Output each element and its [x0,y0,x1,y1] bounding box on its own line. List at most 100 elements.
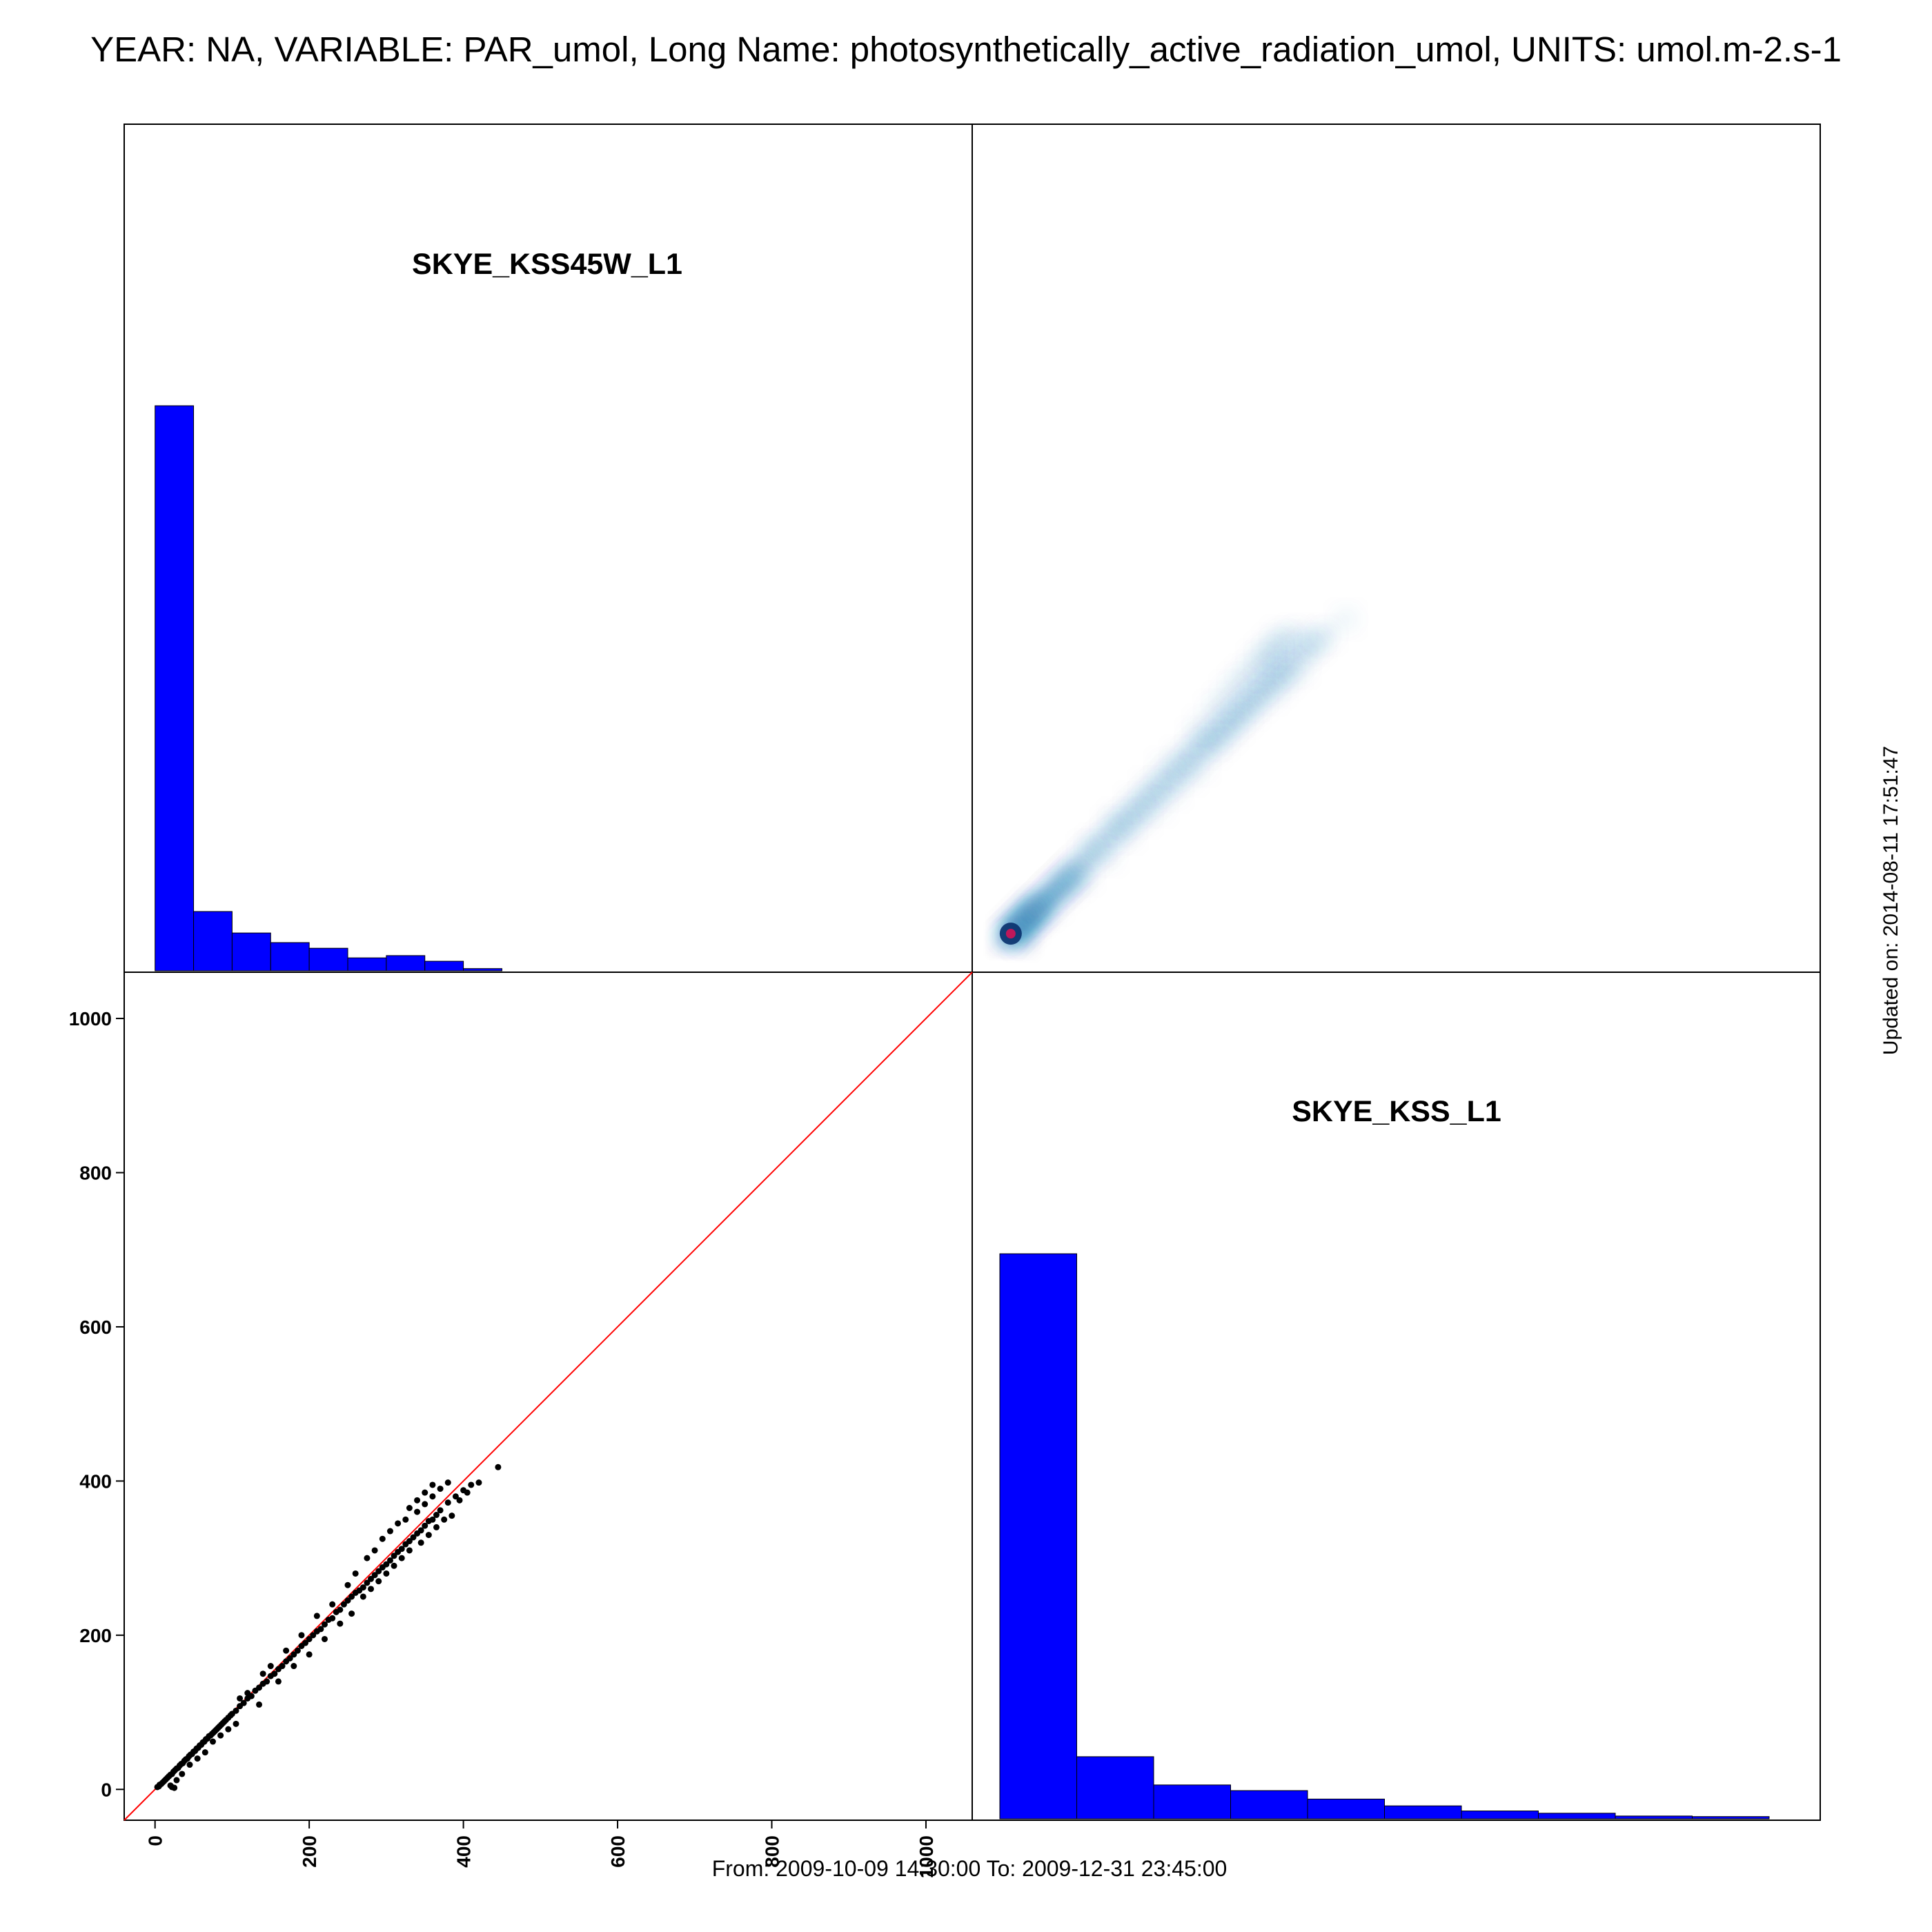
scatter-point [386,1528,393,1535]
scatter-point [364,1555,371,1561]
scatter-point [364,1579,371,1586]
scatter-point [337,1606,344,1613]
scatter-point [348,1610,355,1617]
histogram-bottom-right [999,1253,1770,1820]
scatter-point [264,1678,270,1685]
scatter-point [425,1532,432,1539]
scatter-point [417,1539,424,1546]
scatter-point [337,1620,344,1627]
scatter-point [456,1497,463,1504]
histogram-bar [155,405,195,972]
histogram-bar [1307,1798,1385,1820]
scatter-point [244,1690,251,1697]
x-tick-label: 800 [762,1835,783,1868]
date-range-label: From: 2009-10-09 14:30:00 To: 2009-12-31… [711,1856,1228,1881]
density-blob [1146,795,1169,818]
x-tick-label: 400 [453,1835,475,1868]
scatter-point [391,1552,397,1559]
panel-title-skye-kss45w: SKYE_KSS45W_L1 [412,248,682,281]
histogram-bar [1153,1784,1231,1820]
scatter-point [379,1535,386,1542]
scatter-point [201,1749,208,1756]
scatter-point [302,1639,309,1646]
histogram-bar [424,960,464,972]
histogram-bar [386,955,426,972]
scatter-point [402,1516,409,1523]
scatter-point [444,1499,451,1506]
x-tick-label: 200 [299,1835,320,1868]
y-tick-label: 0 [101,1779,112,1800]
scatter-point [329,1601,336,1608]
scatter-point [267,1663,274,1670]
scatter-point [375,1578,382,1585]
density-core [1026,893,1052,918]
scatter-point [279,1663,286,1670]
scatter-point [386,1557,393,1564]
scatter-point [429,1516,436,1523]
scatter-point [340,1601,347,1608]
scatter-point [186,1762,193,1768]
x-tick-label: 600 [607,1835,629,1868]
scatter-point [422,1522,428,1529]
scatter-point [321,1635,328,1642]
scatter-point [290,1663,297,1670]
x-tick-label: 0 [145,1835,166,1846]
scatter-point [410,1534,417,1541]
scatter-point [217,1732,224,1739]
density-blob [1304,633,1327,656]
scatter-point [448,1512,455,1519]
scatter-point [433,1512,440,1519]
scatter-point [464,1489,471,1496]
scatter-point [395,1520,402,1527]
histogram-bar [1384,1805,1462,1820]
scatter-point [283,1647,290,1654]
density-blob [1154,756,1176,779]
density-blob [1161,780,1184,802]
scatter-point [495,1463,502,1470]
y-tick-label: 400 [79,1470,112,1492]
scatter-point [433,1524,440,1530]
scatter-point [444,1479,451,1486]
scatter-point [414,1508,421,1515]
scatter-point [375,1568,382,1575]
density-blob [1096,845,1118,868]
y-tick-label: 1000 [69,1008,112,1029]
histogram-bar [1230,1790,1308,1820]
density-blob [1246,649,1269,671]
scatter-point [179,1771,186,1777]
histogram-bar [1692,1816,1770,1820]
y-tick-label: 800 [79,1162,112,1183]
scatter-point [475,1479,482,1486]
density-blob [1188,754,1211,777]
scatter-point [452,1493,459,1500]
scatter-point [290,1651,297,1658]
scatter-point [233,1720,239,1727]
scatter-point [437,1507,444,1514]
scatter-point [414,1497,421,1504]
density-top-right [994,608,1357,952]
scatter-point [233,1707,239,1714]
x-tick-label: 1000 [916,1835,937,1878]
histogram-bar [1615,1815,1693,1820]
scatter-point [368,1586,375,1593]
scatter-point [468,1481,475,1488]
scatter-point [310,1632,317,1639]
scatter-point [383,1561,390,1568]
y-tick-label: 200 [79,1625,112,1646]
scatter-point [225,1726,232,1733]
histogram-bar [193,911,233,972]
density-blob [1073,865,1096,887]
density-peak-center [1005,929,1016,939]
scatter-point [422,1489,428,1496]
scatter-point [417,1527,424,1534]
y-tick-label: 600 [79,1317,112,1338]
scatter-point [259,1670,266,1677]
scatter-point [344,1581,351,1588]
scatter-point [317,1626,324,1633]
chart-title: YEAR: NA, VARIABLE: PAR_umol, Long Name:… [90,30,1842,69]
panel-bottom-right-frame [972,972,1821,1821]
density-blob [1169,745,1192,768]
histogram-bar [1461,1811,1539,1820]
density-blob [1334,608,1357,631]
